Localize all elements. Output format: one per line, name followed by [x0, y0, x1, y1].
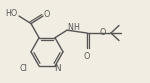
Text: N: N — [67, 23, 73, 32]
Text: N: N — [54, 64, 60, 73]
Text: H: H — [73, 23, 79, 32]
Text: O: O — [100, 28, 106, 37]
Text: O: O — [44, 10, 50, 19]
Text: O: O — [84, 52, 90, 61]
Text: HO: HO — [5, 9, 17, 18]
Text: Cl: Cl — [19, 64, 27, 73]
